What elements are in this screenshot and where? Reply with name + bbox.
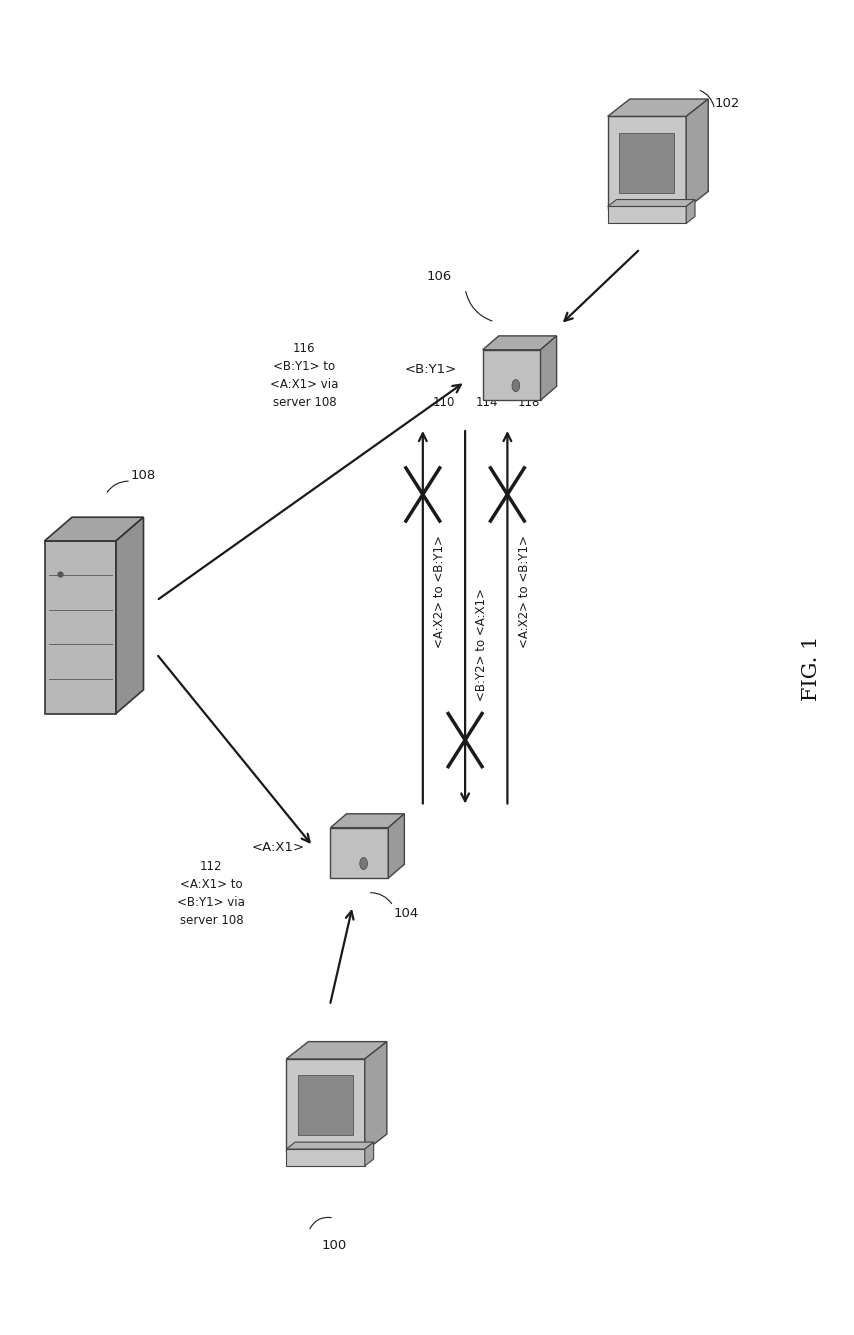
Text: 116
<B:Y1> to
<A:X1> via
server 108: 116 <B:Y1> to <A:X1> via server 108 [270, 342, 338, 409]
Polygon shape [686, 200, 695, 224]
Polygon shape [116, 518, 143, 714]
Circle shape [360, 858, 367, 870]
Polygon shape [686, 100, 708, 210]
Polygon shape [286, 1041, 387, 1059]
Polygon shape [286, 1059, 365, 1152]
Polygon shape [608, 207, 686, 224]
Text: FIG. 1: FIG. 1 [802, 635, 822, 700]
Text: 100: 100 [321, 1238, 347, 1251]
Text: 110: 110 [433, 395, 455, 409]
Text: 106: 106 [427, 270, 453, 283]
Text: <A:X1>: <A:X1> [251, 840, 304, 853]
Polygon shape [608, 100, 708, 117]
Polygon shape [330, 828, 389, 878]
Polygon shape [365, 1143, 373, 1165]
Polygon shape [608, 200, 695, 207]
Text: 104: 104 [393, 906, 418, 920]
Text: 114: 114 [475, 395, 498, 409]
Text: <A:X2> to <B:Y1>: <A:X2> to <B:Y1> [518, 535, 530, 647]
Polygon shape [483, 350, 541, 400]
Polygon shape [330, 814, 404, 828]
Text: <B:Y2> to <A:X1>: <B:Y2> to <A:X1> [475, 587, 488, 701]
Polygon shape [286, 1149, 365, 1165]
Polygon shape [44, 518, 143, 542]
Circle shape [512, 380, 519, 392]
Text: 112
<A:X1> to
<B:Y1> via
server 108: 112 <A:X1> to <B:Y1> via server 108 [178, 860, 245, 926]
Polygon shape [298, 1075, 353, 1135]
Text: 102: 102 [715, 97, 740, 111]
Polygon shape [619, 134, 675, 194]
Polygon shape [541, 336, 557, 400]
Text: 108: 108 [131, 469, 156, 482]
Text: <A:X2> to <B:Y1>: <A:X2> to <B:Y1> [433, 535, 446, 647]
Polygon shape [44, 542, 116, 714]
Polygon shape [483, 336, 557, 350]
Polygon shape [389, 814, 404, 878]
Polygon shape [286, 1143, 373, 1149]
Text: <B:Y1>: <B:Y1> [404, 363, 457, 375]
Text: 118: 118 [518, 395, 540, 409]
Polygon shape [365, 1041, 387, 1152]
Polygon shape [608, 117, 686, 210]
